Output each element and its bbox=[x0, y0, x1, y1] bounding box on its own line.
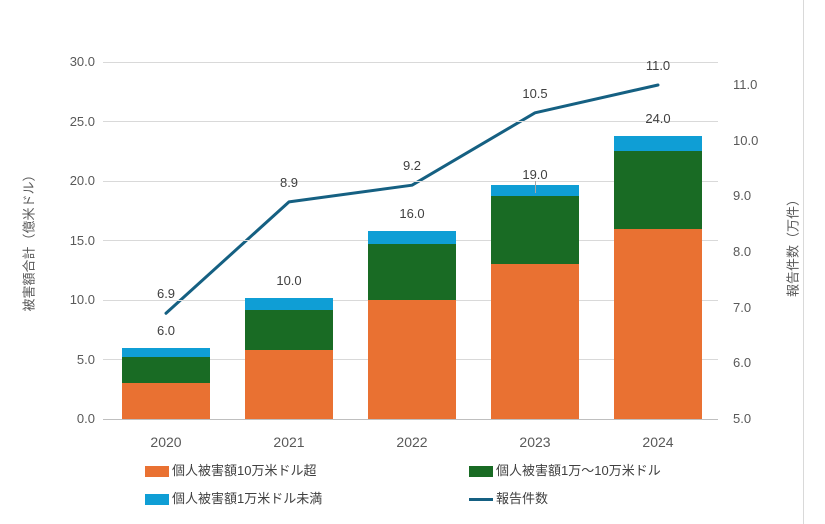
bar-segment-green bbox=[491, 196, 579, 265]
left-axis-tick: 0.0 bbox=[76, 411, 95, 426]
gridline bbox=[103, 61, 718, 63]
bar-segment-green bbox=[122, 357, 210, 384]
x-axis-line bbox=[103, 419, 718, 420]
bar-segment-orange bbox=[614, 228, 702, 419]
right-axis-tick: 11.0 bbox=[733, 76, 758, 92]
right-axis-tick: 6.0 bbox=[733, 355, 752, 371]
x-axis-label: 2024 bbox=[642, 434, 674, 450]
right-axis-title: 報告件数（万件） bbox=[785, 192, 801, 298]
legend-swatch-green bbox=[469, 465, 493, 477]
left-axis-tick: 10.0 bbox=[69, 292, 95, 307]
legend-swatch-orange bbox=[145, 465, 169, 477]
legend-swatch-line bbox=[469, 497, 493, 501]
bar-total-label: 19.0 bbox=[522, 166, 548, 182]
legend-label: 個人被害額1万～10万米ドル bbox=[496, 463, 661, 478]
bar-segment-orange bbox=[368, 300, 456, 419]
gridline bbox=[103, 121, 718, 122]
x-axis-label: 2022 bbox=[396, 434, 428, 450]
bar-segment-blue bbox=[368, 230, 456, 245]
x-axis-label: 2023 bbox=[519, 434, 551, 450]
bar-total-label: 16.0 bbox=[399, 205, 425, 221]
bar-segment-blue bbox=[614, 135, 702, 152]
bar-segment-green bbox=[368, 244, 456, 300]
bar-total-label: 6.0 bbox=[156, 322, 176, 338]
left-axis-tick: 5.0 bbox=[76, 351, 95, 367]
legend-label: 個人被害額10万米ドル超 bbox=[172, 463, 317, 478]
bar-total-label: 24.0 bbox=[645, 110, 671, 126]
pane-border-line bbox=[803, 0, 804, 524]
line-point-label: 9.2 bbox=[402, 158, 422, 174]
line-point-label: 6.9 bbox=[156, 286, 176, 302]
x-axis-label: 2020 bbox=[150, 434, 182, 450]
line-point-label: 11.0 bbox=[645, 57, 671, 73]
right-axis-tick: 5.0 bbox=[733, 411, 752, 426]
x-axis-label: 2021 bbox=[273, 434, 305, 450]
left-axis-tick: 25.0 bbox=[69, 113, 95, 129]
left-axis-tick: 15.0 bbox=[69, 232, 95, 248]
right-axis-tick: 8.0 bbox=[733, 243, 752, 259]
left-axis-title: 被害額合計（億米ドル） bbox=[21, 168, 37, 312]
legend-item-report-count: 報告件数 bbox=[469, 492, 548, 506]
right-axis-tick: 10.0 bbox=[733, 132, 759, 148]
bar-total-label: 10.0 bbox=[276, 272, 302, 288]
bar-segment-orange bbox=[122, 383, 210, 419]
label-leader-line bbox=[534, 180, 536, 193]
bar-segment-green bbox=[614, 151, 702, 229]
legend-item-10k-100k: 個人被害額1万～10万米ドル bbox=[469, 464, 661, 478]
left-axis-tick: 20.0 bbox=[69, 173, 95, 188]
legend-item-under-10k: 個人被害額1万米ドル未満 bbox=[145, 492, 322, 506]
right-axis-tick: 9.0 bbox=[733, 188, 752, 204]
legend-label: 個人被害額1万米ドル未満 bbox=[172, 491, 323, 506]
line-point-label: 8.9 bbox=[279, 174, 299, 190]
legend-swatch-blue bbox=[145, 493, 169, 505]
legend-label: 報告件数 bbox=[496, 491, 549, 506]
bar-segment-blue bbox=[245, 297, 333, 310]
legend-item-over-100k: 個人被害額10万米ドル超 bbox=[145, 464, 316, 478]
right-axis-tick: 7.0 bbox=[733, 299, 752, 315]
bar-segment-green bbox=[245, 309, 333, 350]
bar-segment-orange bbox=[491, 264, 579, 419]
gridline bbox=[103, 180, 718, 182]
line-point-label: 10.5 bbox=[522, 85, 548, 101]
bar-segment-blue bbox=[122, 347, 210, 358]
left-axis-tick: 30.0 bbox=[69, 54, 95, 69]
bar-segment-orange bbox=[245, 349, 333, 419]
